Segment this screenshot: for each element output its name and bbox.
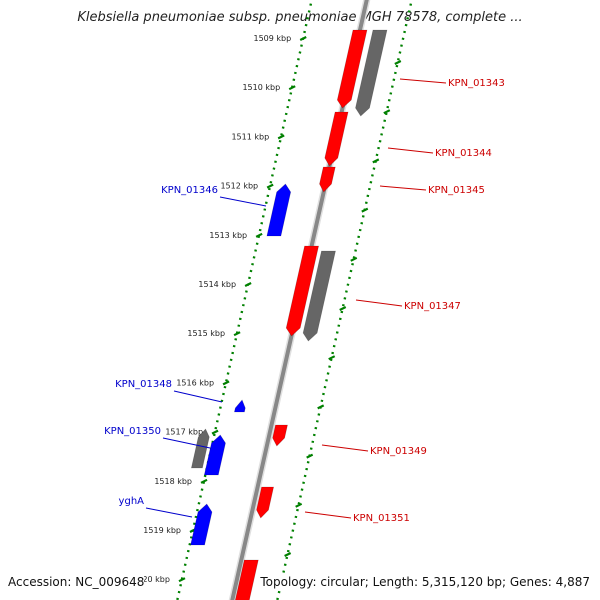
gene-callout-line [162, 437, 211, 449]
gene-callout-line [219, 196, 267, 207]
tick-label: 1510 kbp [242, 83, 280, 92]
tick-mark [299, 36, 307, 41]
gene-feature-kpn-01349[interactable] [272, 424, 288, 447]
tick-label: 1511 kbp [231, 132, 269, 141]
gene-callout-line [387, 147, 434, 154]
tick-label: 1515 kbp [187, 329, 225, 338]
tick-label: 1514 kbp [198, 280, 236, 289]
tick-marks: 1509 kbp 1510 kbp 1511 kbp 1512 kbp 1513 kbp… [132, 34, 402, 584]
gene-label-kpn-01350[interactable]: KPN_01350 [104, 426, 161, 437]
tick-mark [244, 282, 252, 287]
tick-label: 1513 kbp [209, 231, 247, 240]
tick-label: 1517 kbp [165, 428, 203, 437]
tick-mark [266, 183, 274, 189]
guide-line-1 [276, 0, 413, 600]
gene-label-kpn-01349[interactable]: KPN_01349 [370, 446, 427, 457]
gene-callout-line [379, 185, 427, 191]
tick-mark [295, 502, 303, 508]
gene-feature-kpn-01351[interactable] [256, 486, 274, 519]
gene-label-kpn-01345[interactable]: KPN_01345 [428, 185, 485, 196]
gene-labels[interactable]: KPN_01343 KPN_01344 KPN_01345 KPN_01346 KPN_… [104, 78, 505, 524]
gene-label-kpn-01347[interactable]: KPN_01347 [404, 301, 461, 312]
gene-label-kpn-01343[interactable]: KPN_01343 [448, 78, 505, 89]
gene-callout-line [173, 390, 223, 403]
tick-label: 1518 kbp [154, 477, 192, 486]
tick-mark [284, 552, 292, 557]
tick-label: 1520 kbp [132, 575, 170, 584]
gene-feature-kpn-01347[interactable] [285, 245, 319, 337]
tick-mark [339, 306, 347, 311]
tick-label: 1509 kbp [254, 34, 292, 43]
rna-feature[interactable] [302, 250, 336, 342]
gene-callout-line [321, 444, 369, 452]
tick-mark [383, 109, 391, 115]
tick-mark [317, 404, 325, 410]
gene-label-kpn-01346[interactable]: KPN_01346 [161, 185, 218, 196]
guide-dot-lines [176, 0, 413, 600]
rna-feature[interactable] [355, 29, 388, 117]
gene-callout-line [304, 511, 352, 519]
tick-mark [394, 60, 402, 65]
tick-mark [350, 256, 358, 262]
tick-mark [328, 355, 336, 361]
tick-mark [222, 380, 230, 386]
gene-feature[interactable] [233, 559, 259, 600]
gene-callout-line [355, 299, 403, 307]
gene-feature-yghA[interactable] [190, 503, 213, 546]
tick-label: 1516 kbp [176, 378, 214, 387]
gene-feature-kpn-01350[interactable] [203, 434, 226, 476]
gene-feature-kpn-01344[interactable] [324, 111, 349, 167]
tick-mark [288, 85, 296, 91]
gene-callout-line [145, 507, 193, 518]
tick-mark [277, 134, 285, 140]
tick-label: 1512 kbp [220, 182, 258, 191]
gene-feature-kpn-01348[interactable] [234, 399, 246, 413]
tick-mark [361, 207, 369, 213]
gene-feature-kpn-01345[interactable] [319, 166, 336, 193]
guide-line-0 [176, 0, 313, 600]
gene-label-kpn-01351[interactable]: KPN_01351 [353, 513, 410, 524]
tick-label: 1519 kbp [143, 526, 181, 535]
gene-feature-kpn-01343[interactable] [336, 29, 368, 109]
gene-features[interactable] [190, 29, 388, 600]
tick-mark [255, 232, 263, 238]
topology-label: Topology: circular; Length: 5,315,120 bp… [260, 575, 590, 589]
tick-mark [200, 478, 208, 484]
tick-mark [233, 331, 241, 337]
tick-mark [178, 577, 186, 583]
accession-label: Accession: NC_009648 [8, 575, 145, 589]
gene-label-ygha[interactable]: yghA [119, 496, 145, 507]
tick-mark [211, 429, 219, 435]
gene-feature-kpn-01346[interactable] [266, 183, 292, 237]
gene-callout-line [399, 78, 447, 84]
gene-label-kpn-01348[interactable]: KPN_01348 [115, 379, 172, 390]
tick-mark [306, 453, 314, 459]
map-title: Klebsiella pneumoniae subsp. pneumoniae … [77, 10, 523, 25]
gene-label-kpn-01344[interactable]: KPN_01344 [435, 148, 492, 159]
tick-mark [372, 158, 380, 164]
rna-feature[interactable] [191, 428, 210, 469]
